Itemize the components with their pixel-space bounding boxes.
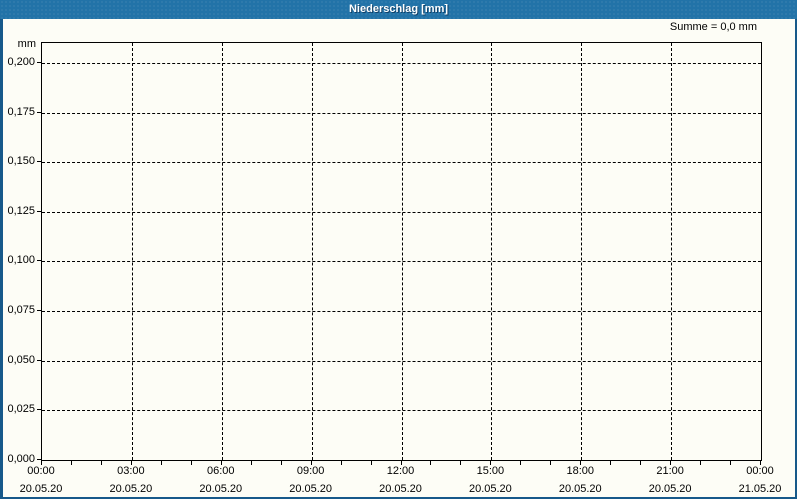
- window-titlebar: Niederschlag [mm]: [0, 0, 797, 19]
- v-gridline: [671, 43, 673, 460]
- y-tick-label: 0,050: [7, 353, 35, 366]
- x-axis-tick: [41, 460, 42, 465]
- y-axis-unit-label: mm: [17, 38, 36, 50]
- x-time-label: 21:00: [656, 465, 684, 477]
- v-gridline: [311, 43, 313, 460]
- v-gridline: [131, 43, 133, 460]
- x-axis-tick: [340, 460, 342, 465]
- y-tick-label: 0,150: [7, 155, 35, 168]
- x-time-label: 00:00: [746, 465, 774, 477]
- y-axis-tick: [37, 161, 41, 162]
- x-axis-tick: [310, 460, 312, 465]
- y-tick-label: 0,100: [7, 254, 35, 267]
- x-time-label: 12:00: [386, 465, 415, 477]
- x-date-label: 21.05.20: [738, 483, 782, 495]
- v-gridline: [221, 43, 223, 460]
- y-axis-tick: [37, 310, 41, 311]
- x-time-label: 09:00: [296, 465, 325, 477]
- x-axis-tick: [730, 460, 732, 465]
- y-tick-label: 0,175: [7, 105, 35, 118]
- y-axis-tick: [37, 112, 41, 113]
- x-axis-tick: [370, 460, 372, 465]
- x-axis-tick: [490, 460, 492, 465]
- y-tick-label: 0,200: [7, 55, 35, 68]
- x-axis-tick: [400, 460, 402, 465]
- y-axis-tick: [37, 409, 41, 410]
- x-date-label: 20.05.20: [109, 483, 153, 495]
- y-tick-label: 0,125: [7, 204, 35, 217]
- x-axis-tick: [460, 460, 462, 465]
- x-date-label: 20.05.20: [199, 483, 243, 495]
- v-gridline: [401, 43, 403, 460]
- x-axis-tick: [70, 460, 72, 465]
- y-axis-tick: [37, 260, 41, 261]
- y-axis-tick: [37, 62, 41, 63]
- x-axis-tick: [190, 460, 192, 465]
- y-tick-label: 0,000: [7, 453, 35, 465]
- x-axis-tick: [700, 460, 702, 465]
- x-time-label: 03:00: [117, 465, 145, 477]
- x-time-label: 06:00: [206, 465, 235, 477]
- y-axis-tick: [37, 459, 41, 460]
- x-axis-tick: [100, 460, 102, 465]
- x-time-label: 18:00: [566, 465, 595, 477]
- x-date-label: 20.05.20: [558, 483, 602, 495]
- x-time-label: 15:00: [476, 465, 505, 477]
- plot-area: [41, 42, 762, 461]
- x-axis-tick: [250, 460, 252, 465]
- x-axis-tick: [220, 460, 222, 465]
- x-date-label: 20.05.20: [289, 483, 333, 495]
- sum-annotation: Summe = 0,0 mm: [669, 21, 757, 33]
- x-date-label: 20.05.20: [19, 483, 63, 495]
- x-axis-tick: [280, 460, 282, 465]
- y-tick-label: 0,025: [7, 403, 35, 416]
- y-tick-label: 0,075: [7, 304, 35, 317]
- x-time-label: 00:00: [27, 465, 55, 477]
- x-axis-tick: [160, 460, 162, 465]
- x-axis-tick: [760, 460, 761, 465]
- window-title: Niederschlag [mm]: [348, 3, 449, 15]
- x-axis-tick: [430, 460, 432, 465]
- x-axis-tick: [670, 460, 672, 465]
- x-axis-tick: [610, 460, 612, 465]
- x-date-label: 20.05.20: [379, 483, 422, 495]
- x-axis-tick: [640, 460, 642, 465]
- y-axis-tick: [37, 211, 41, 212]
- x-date-label: 20.05.20: [468, 483, 512, 495]
- v-gridline: [491, 43, 493, 460]
- x-axis-tick: [130, 460, 132, 465]
- y-axis-tick: [37, 360, 41, 361]
- x-axis-tick: [580, 460, 582, 465]
- x-axis-tick: [520, 460, 522, 465]
- x-axis-tick: [550, 460, 552, 465]
- x-date-label: 20.05.20: [648, 483, 692, 495]
- v-gridline: [581, 43, 583, 460]
